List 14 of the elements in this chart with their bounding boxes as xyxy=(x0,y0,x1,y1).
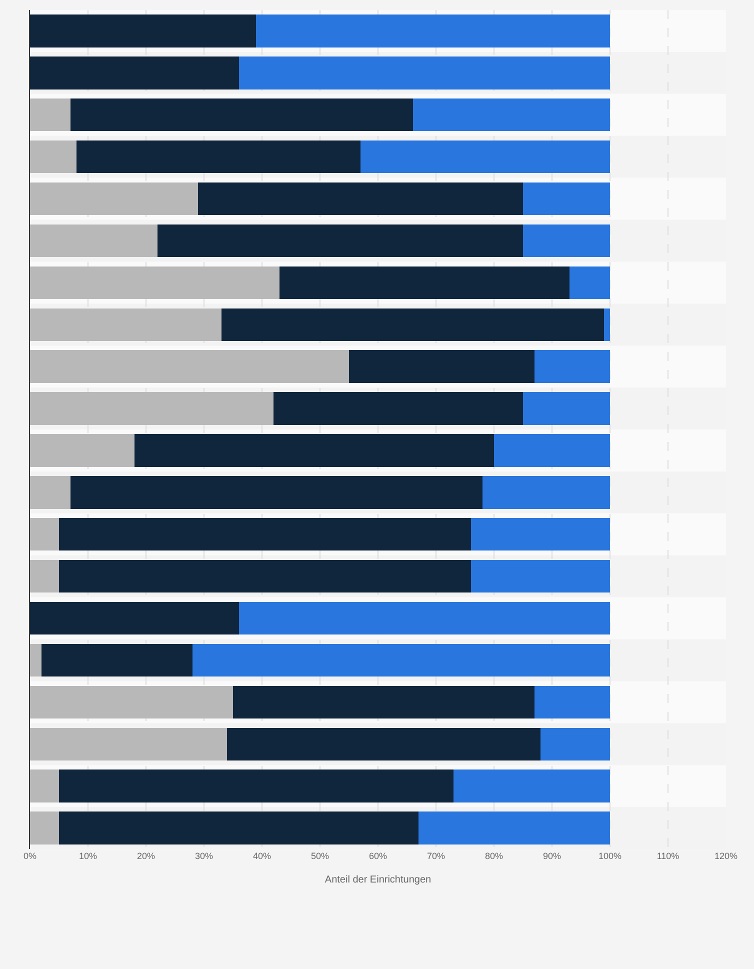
x-tick-label: 40% xyxy=(252,851,272,861)
x-tick-label: 30% xyxy=(194,851,214,861)
x-tick-label: 50% xyxy=(310,851,330,861)
x-tick-label: 10% xyxy=(78,851,98,861)
x-tick-label: 60% xyxy=(368,851,388,861)
x-tick-label: 120% xyxy=(714,851,738,861)
x-tick-label: 20% xyxy=(136,851,156,861)
x-tick-label: 70% xyxy=(426,851,446,861)
x-tick-label: 100% xyxy=(598,851,622,861)
x-tick-label: 80% xyxy=(484,851,504,861)
x-tick-label: 0% xyxy=(23,851,37,861)
x-tick-label: 110% xyxy=(656,851,680,861)
x-tick-label: 90% xyxy=(542,851,562,861)
x-axis-title: Anteil der Einrichtungen xyxy=(324,874,432,886)
